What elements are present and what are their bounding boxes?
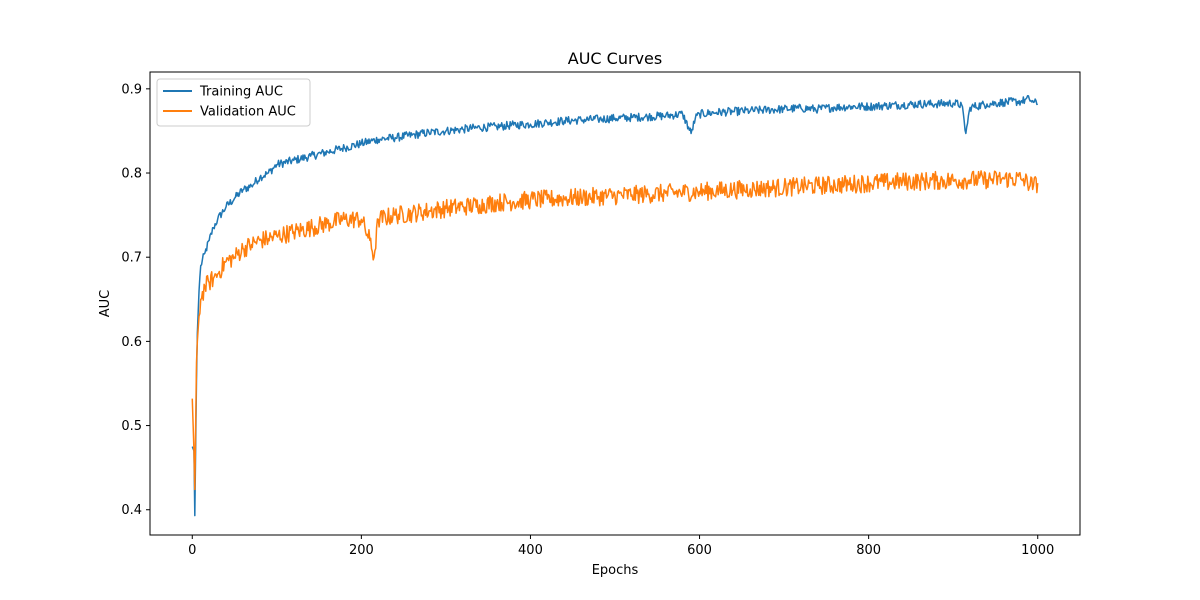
- x-axis: 0 200 400 600 800 1000: [188, 535, 1054, 558]
- series-layer: [191, 95, 1039, 517]
- legend: Training AUC Validation AUC: [156, 78, 311, 127]
- legend-box: [156, 78, 311, 127]
- chart-title: AUC Curves: [568, 49, 662, 68]
- x-tick-label: 600: [687, 543, 712, 558]
- y-tick-label: 0.5: [121, 419, 142, 434]
- y-tick-label: 0.9: [121, 82, 142, 97]
- y-axis: 0.4 0.5 0.6 0.7 0.8 0.9: [121, 82, 150, 518]
- x-tick-label: 200: [349, 543, 374, 558]
- x-tick-label: 0: [188, 543, 196, 558]
- y-tick-label: 0.8: [121, 167, 142, 182]
- series-line-1: [191, 170, 1039, 491]
- x-axis-label: Epochs: [592, 563, 639, 578]
- plot-frame: [149, 71, 1081, 536]
- series-line-0: [191, 95, 1039, 517]
- y-tick-label: 0.4: [121, 503, 142, 518]
- x-tick-label: 400: [518, 543, 543, 558]
- y-tick-label: 0.7: [121, 251, 142, 266]
- legend-label: Training AUC: [199, 85, 283, 100]
- y-axis-label: AUC: [98, 290, 113, 318]
- y-tick-label: 0.6: [121, 335, 142, 350]
- x-tick-label: 1000: [1021, 543, 1054, 558]
- x-tick-label: 800: [856, 543, 881, 558]
- legend-label: Validation AUC: [200, 105, 296, 120]
